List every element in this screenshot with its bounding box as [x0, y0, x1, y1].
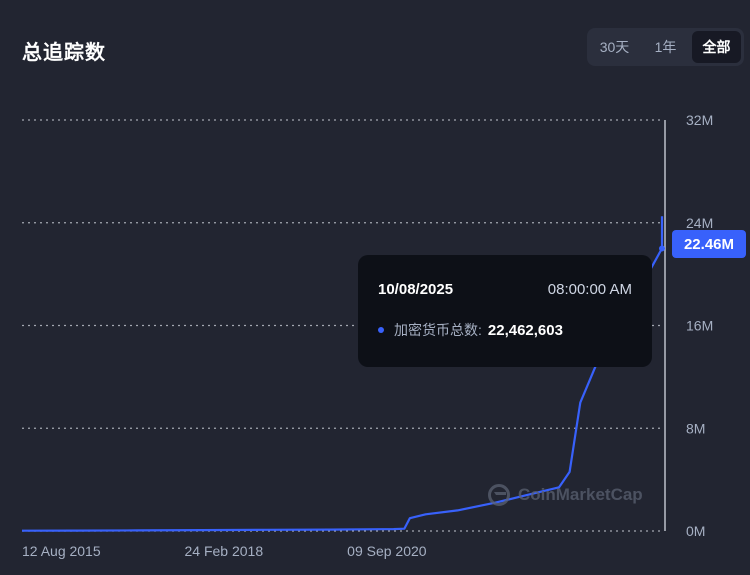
- tooltip-series-label: 加密货币总数:: [394, 322, 482, 338]
- series-dot-icon: [378, 327, 384, 333]
- tooltip-date: 10/08/2025: [378, 281, 454, 298]
- range-30d-button[interactable]: 30天: [599, 39, 630, 55]
- range-1y-button[interactable]: 1年: [654, 39, 677, 55]
- tooltip-value: 22,462,603: [487, 321, 563, 339]
- coinmarketcap-logo-icon: [488, 484, 510, 506]
- time-range-selector: 30天 1年 全部: [587, 28, 744, 66]
- current-value-badge: 22.46M: [672, 230, 746, 258]
- range-all-button[interactable]: 全部: [692, 31, 741, 63]
- y-tick-label: 8M: [686, 420, 705, 436]
- watermark: CoinMarketCap: [488, 484, 643, 506]
- chart-title: 总追踪数: [22, 42, 106, 64]
- x-tick-label: 12 Aug 2015: [22, 543, 101, 559]
- watermark-text: CoinMarketCap: [518, 485, 643, 504]
- chart-tooltip: 10/08/2025 08:00:00 AM 加密货币总数: 22,462,60…: [358, 255, 652, 367]
- tooltip-time: 08:00:00 AM: [547, 281, 632, 298]
- y-tick-label: 0M: [686, 523, 705, 539]
- y-tick-label: 24M: [686, 215, 713, 231]
- y-tick-label: 32M: [686, 112, 713, 128]
- x-tick-label: 09 Sep 2020: [347, 543, 427, 559]
- data-point: [659, 245, 665, 252]
- x-tick-label: 24 Feb 2018: [184, 543, 263, 559]
- y-tick-label: 16M: [686, 318, 713, 334]
